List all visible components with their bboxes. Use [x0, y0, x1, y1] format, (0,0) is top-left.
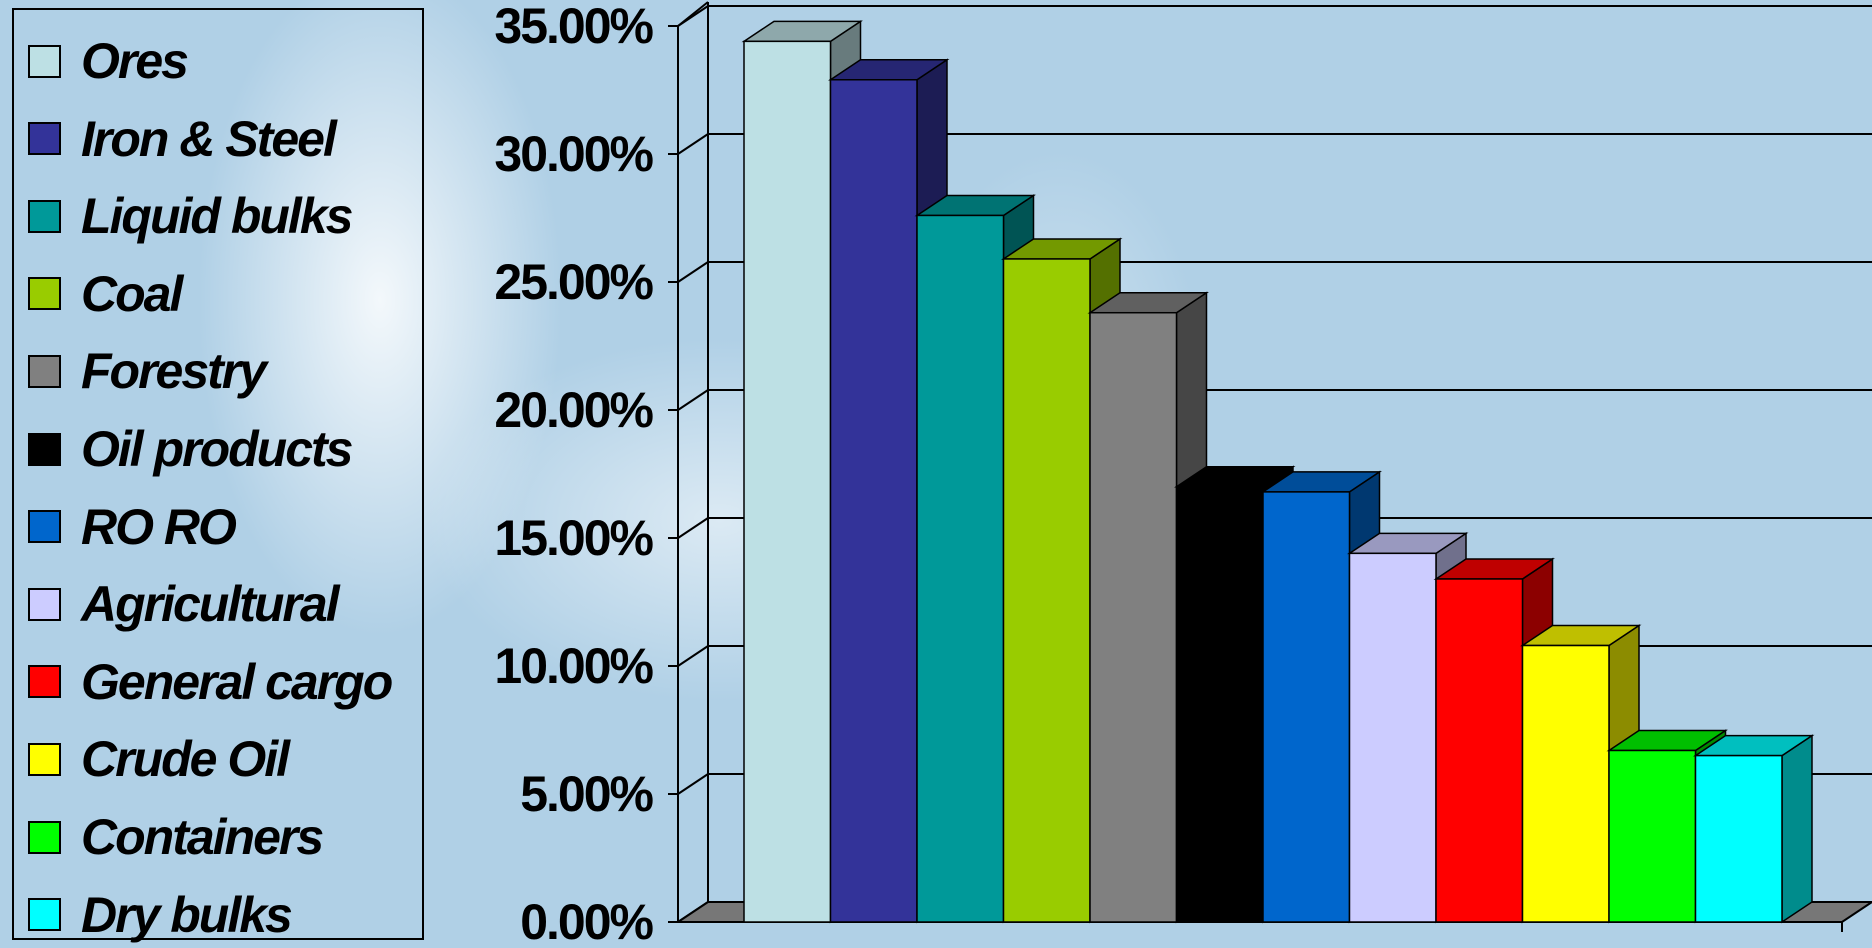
legend-label: Ores: [81, 33, 189, 89]
legend-swatch: [28, 122, 61, 156]
bar-forestry: [1089, 311, 1178, 923]
legend-label: Dry bulks: [81, 886, 293, 943]
gridline-side: [677, 773, 709, 795]
legend-label: Agricultural: [81, 576, 340, 633]
legend: Ores Iron & Steel Liquid bulks Coal Forestry…: [12, 8, 424, 943]
bar-containers: [1608, 749, 1697, 923]
legend-item-crude-oil: Crude Oil: [28, 729, 290, 789]
y-tick-label: 20.00%: [494, 382, 653, 438]
legend-label: RO RO: [81, 498, 237, 555]
bar-coal: [1002, 258, 1091, 923]
gridline-side: [677, 261, 709, 283]
bar-oil-products: [1175, 486, 1264, 923]
legend-item-forestry: Forestry: [28, 341, 267, 401]
bar-crude-oil: [1521, 644, 1610, 923]
bar-agricultural: [1348, 552, 1437, 923]
legend-swatch: [28, 510, 61, 544]
bar-dry-bulks: [1694, 754, 1783, 923]
legend-swatch: [28, 277, 61, 311]
legend-label: Oil products: [81, 421, 353, 477]
legend-label: Liquid bulks: [81, 188, 353, 245]
legend-label: Forestry: [81, 343, 267, 400]
legend-swatch: [28, 742, 61, 776]
legend-label: General cargo: [81, 653, 393, 710]
bar-dry-bulks-side: [1781, 734, 1813, 924]
y-tick-label: 30.00%: [494, 126, 653, 182]
bar-iron-and-steel: [829, 79, 918, 923]
gridline-side: [677, 645, 709, 667]
legend-swatch: [28, 199, 61, 233]
gridline-side: [677, 517, 709, 539]
y-tick-label: 35.00%: [494, 0, 653, 54]
legend-label: Containers: [81, 809, 324, 865]
legend-item-containers: Containers: [28, 807, 324, 867]
legend-item-oil-products: Oil products: [28, 419, 353, 479]
y-tick-label: 25.00%: [494, 254, 653, 310]
bar-ores: [743, 40, 832, 923]
y-tick-label: 10.00%: [494, 638, 653, 694]
legend-item-iron-and-steel: Iron & Steel: [28, 109, 337, 169]
legend-swatch: [28, 44, 61, 78]
legend-swatch: [28, 354, 61, 388]
y-tick-label: 15.00%: [494, 510, 653, 566]
legend-swatch: [28, 820, 61, 854]
legend-swatch: [28, 898, 61, 932]
top-wall-edge: [677, 1, 709, 27]
legend-swatch: [28, 432, 61, 466]
y-tick-label: 0.00%: [520, 894, 653, 948]
bar-ro-ro: [1262, 491, 1351, 923]
legend-item-dry-bulks: Dry bulks: [28, 885, 293, 945]
gridline-side: [677, 389, 709, 411]
gridline-side: [677, 133, 709, 155]
legend-item-agricultural: Agricultural: [28, 574, 340, 634]
bar-liquid-bulks: [916, 214, 1005, 923]
legend-swatch: [28, 665, 61, 699]
legend-item-liquid-bulks: Liquid bulks: [28, 186, 353, 246]
legend-item-general-cargo: General cargo: [28, 652, 393, 712]
legend-label: Crude Oil: [81, 731, 290, 788]
legend-item-ro-ro: RO RO: [28, 497, 237, 557]
legend-swatch: [28, 587, 61, 621]
legend-item-ores: Ores: [28, 31, 189, 91]
legend-label: Coal: [81, 265, 183, 322]
legend-item-coal: Coal: [28, 264, 183, 324]
y-tick-label: 5.00%: [520, 766, 653, 822]
legend-label: Iron & Steel: [81, 110, 337, 167]
bar-general-cargo: [1435, 578, 1524, 923]
